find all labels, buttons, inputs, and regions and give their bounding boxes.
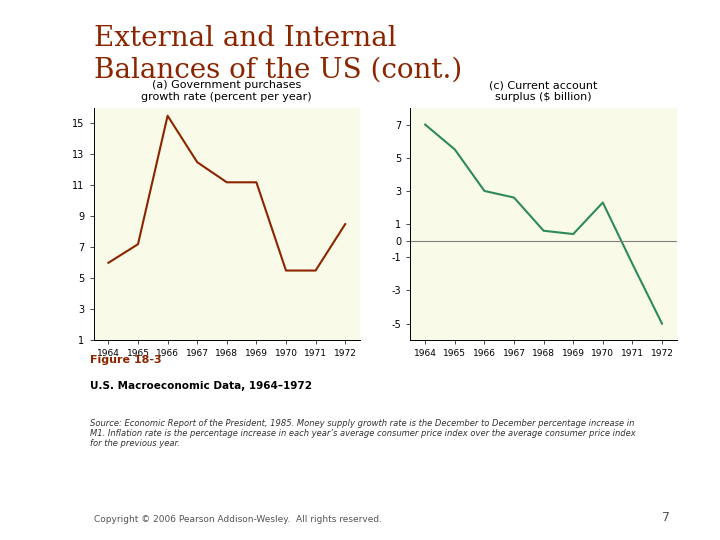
Text: Source: Economic Report of the President, 1985. Money supply growth rate is the : Source: Economic Report of the President… [90,418,636,448]
Text: Copyright © 2006 Pearson Addison-Wesley.  All rights reserved.: Copyright © 2006 Pearson Addison-Wesley.… [94,515,382,524]
Text: 7: 7 [662,511,670,524]
Title: (c) Current account
surplus ($ billion): (c) Current account surplus ($ billion) [490,80,598,102]
Title: (a) Government purchases
growth rate (percent per year): (a) Government purchases growth rate (pe… [142,80,312,102]
Text: External and Internal
Balances of the US (cont.): External and Internal Balances of the US… [94,25,462,84]
Text: U.S. Macroeconomic Data, 1964–1972: U.S. Macroeconomic Data, 1964–1972 [90,381,312,391]
Text: Figure 18-3: Figure 18-3 [90,355,162,366]
